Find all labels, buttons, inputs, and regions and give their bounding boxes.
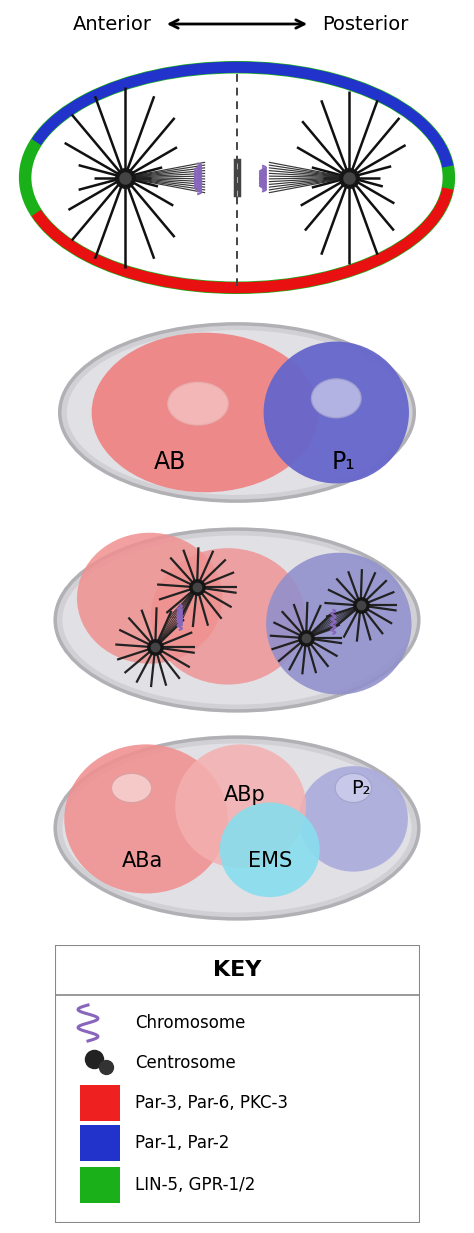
Text: Chromosome: Chromosome bbox=[135, 1014, 246, 1032]
Text: P₁: P₁ bbox=[331, 450, 355, 475]
Bar bbox=[80, 1085, 120, 1121]
Text: EMS: EMS bbox=[247, 851, 292, 870]
Ellipse shape bbox=[55, 737, 419, 919]
Ellipse shape bbox=[335, 773, 372, 803]
Ellipse shape bbox=[67, 330, 407, 494]
Text: P₂: P₂ bbox=[351, 778, 370, 798]
Ellipse shape bbox=[63, 535, 411, 704]
Ellipse shape bbox=[299, 766, 408, 872]
Ellipse shape bbox=[111, 773, 152, 803]
Ellipse shape bbox=[220, 803, 320, 898]
Ellipse shape bbox=[91, 333, 319, 492]
Ellipse shape bbox=[60, 324, 414, 501]
Ellipse shape bbox=[77, 533, 222, 663]
Ellipse shape bbox=[264, 342, 409, 483]
Text: Par-3, Par-6, PKC-3: Par-3, Par-6, PKC-3 bbox=[135, 1094, 288, 1112]
Text: ABp: ABp bbox=[223, 785, 265, 805]
Ellipse shape bbox=[311, 379, 361, 418]
Ellipse shape bbox=[266, 552, 411, 694]
Text: ABa: ABa bbox=[122, 851, 163, 870]
Ellipse shape bbox=[175, 745, 306, 868]
Ellipse shape bbox=[64, 745, 228, 894]
Text: KEY: KEY bbox=[213, 961, 261, 980]
Ellipse shape bbox=[29, 69, 445, 286]
Bar bbox=[80, 1124, 120, 1161]
Text: Posterior: Posterior bbox=[322, 15, 409, 33]
Ellipse shape bbox=[151, 549, 305, 684]
Text: Centrosome: Centrosome bbox=[135, 1054, 236, 1071]
Text: LIN-5, GPR-1/2: LIN-5, GPR-1/2 bbox=[135, 1176, 255, 1194]
Ellipse shape bbox=[63, 743, 411, 912]
Ellipse shape bbox=[55, 529, 419, 711]
Text: Anterior: Anterior bbox=[73, 15, 152, 33]
Text: Par-1, Par-2: Par-1, Par-2 bbox=[135, 1134, 229, 1152]
Bar bbox=[80, 1166, 120, 1203]
Text: AB: AB bbox=[154, 450, 186, 475]
Ellipse shape bbox=[168, 382, 228, 425]
